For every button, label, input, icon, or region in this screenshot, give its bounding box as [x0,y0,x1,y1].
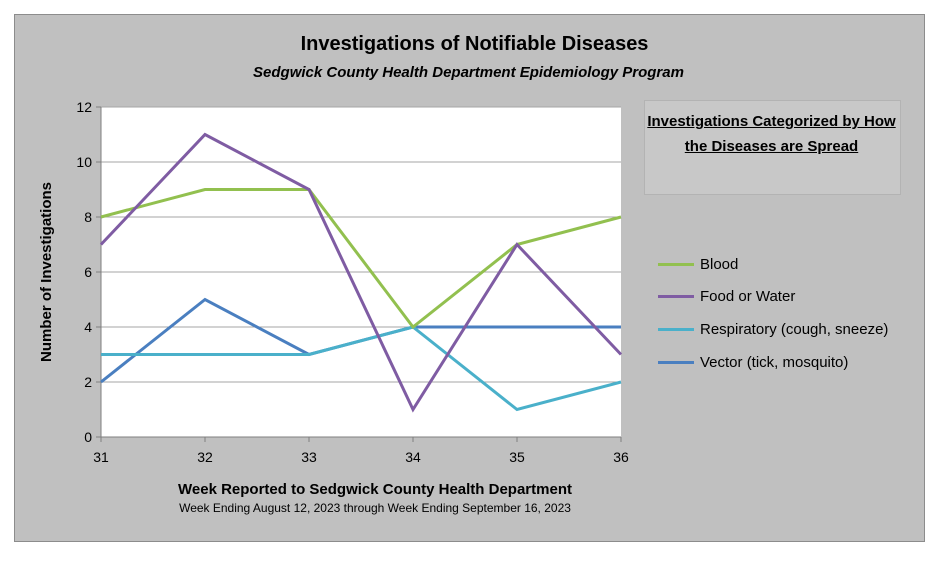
series-line-blood [100,188,622,330]
legend-label: Food or Water [700,287,796,305]
x-tick-label: 31 [93,449,109,465]
legend-title-box [644,100,901,195]
chart-title: Investigations of Notifiable Diseases [300,33,649,55]
legend-item-food-or-water: Food or Water [658,286,795,306]
y-tick-label: 12 [76,99,92,115]
legend-title: Investigations Categorized by How the Di… [647,113,896,155]
y-tick-label: 10 [76,154,92,170]
legend-swatch-blood [658,262,694,266]
legend-swatch-food-or-water [658,294,694,298]
legend-item-blood: Blood [658,254,738,274]
y-tick-label: 2 [84,374,92,390]
chart-subtitle: Sedgwick County Health Department Epidem… [253,64,684,81]
x-tick-label: 36 [613,449,629,465]
series-line-food-or-water [99,132,623,413]
legend-label: Respiratory (cough, sneeze) [700,320,889,338]
legend-item-respiratory: Respiratory (cough, sneeze) [658,319,888,339]
legend-swatch-respiratory [658,327,694,331]
x-tick-label: 35 [509,449,525,465]
y-tick-label: 8 [84,209,92,225]
x-tick-label: 33 [301,449,317,465]
x-tick-label: 34 [405,449,421,465]
x-axis-label: Week Reported to Sedgwick County Health … [178,481,572,498]
y-axis-label: Number of Investigations [38,181,55,363]
x-axis-date-range: Week Ending August 12, 2023 through Week… [179,501,571,515]
x-tick-label: 32 [197,449,213,465]
legend-swatch-vector [658,360,694,364]
y-tick-label: 4 [84,319,92,335]
y-tick-label: 6 [84,264,92,280]
y-tick-label: 0 [84,429,92,445]
legend-label: Vector (tick, mosquito) [700,353,849,371]
legend-label: Blood [700,255,739,273]
series-line-respiratory-cough-sneeze [101,325,622,412]
legend-item-vector: Vector (tick, mosquito) [658,352,848,372]
